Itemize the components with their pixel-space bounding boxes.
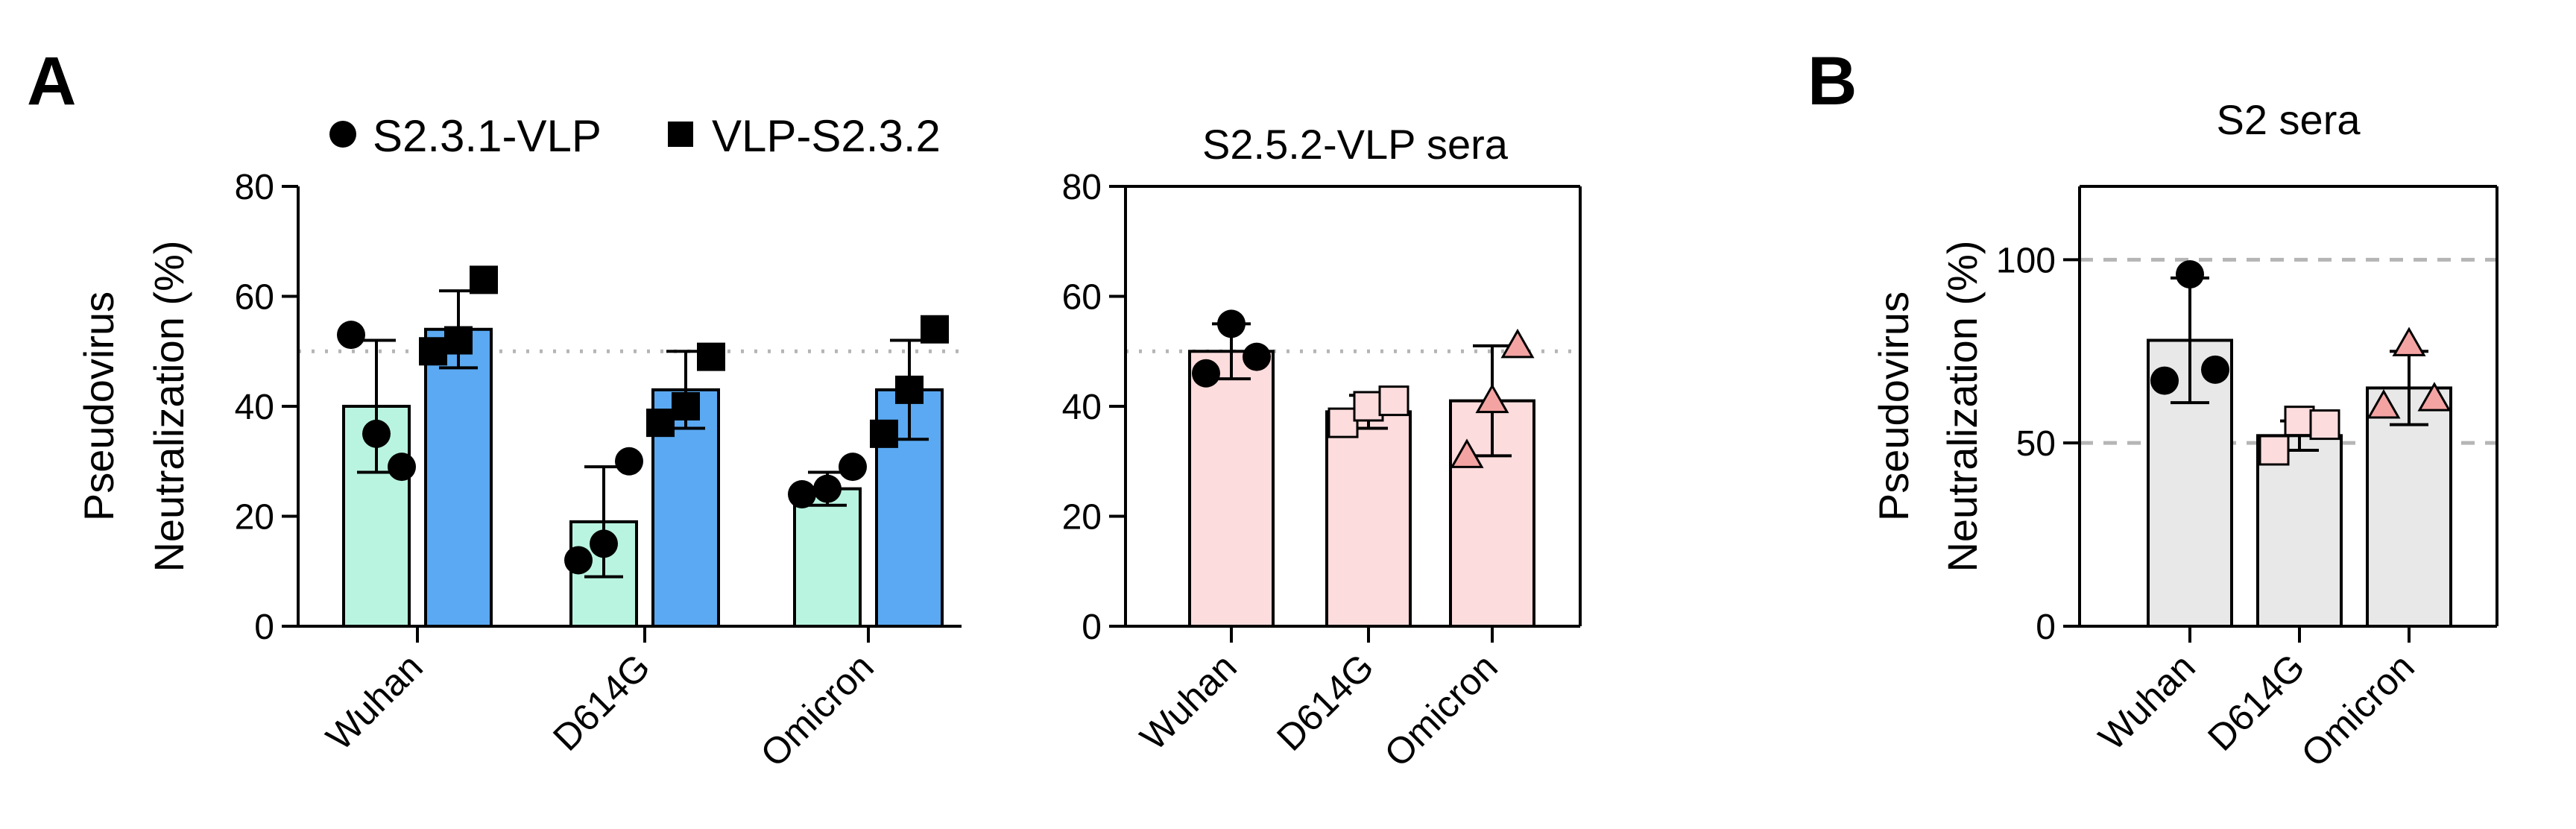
data-point [615,447,643,476]
y-tick-label: 40 [1062,388,1102,427]
legend-square-marker [668,122,693,147]
x-tick-label: Wuhan [1132,646,1245,758]
data-point [2201,355,2229,384]
data-point [362,419,391,448]
y-tick-label: 60 [1062,278,1102,318]
data-point [419,337,447,366]
legend: S2.3.1-VLP VLP-S2.3.2 [329,111,941,161]
bar [1325,410,1412,628]
data-point [2392,327,2426,356]
data-point [337,321,365,350]
y-tick-label: 100 [1996,241,2056,280]
data-point [1353,391,1384,422]
data-point [2417,382,2452,412]
y-tick-label: 80 [1062,168,1102,207]
panel-a-label: A [27,43,76,119]
data-point [1192,359,1220,388]
bar [1188,350,1275,628]
data-point [564,546,593,575]
y-tick-label: 0 [2036,608,2056,647]
legend-circle-marker [329,121,356,148]
data-point [444,326,473,355]
data-point [1243,342,1271,371]
x-tick-label: Omicron [753,646,882,775]
y-tick-label: 40 [235,388,274,427]
data-point [788,480,816,508]
data-point [590,529,618,558]
x-tick-label: Omicron [1377,646,1506,775]
x-tick-label: D614G [1269,646,1382,759]
data-point [1328,407,1359,438]
data-point [1450,438,1484,468]
data-point [895,375,924,404]
data-point [2284,406,2315,437]
y-axis-title-line1: Pseudovirus [1870,291,1917,521]
y-tick-label: 0 [1082,608,1102,647]
y-tick-label: 0 [254,608,274,647]
data-point [1500,328,1535,359]
data-point [697,342,725,371]
data-point [2367,389,2401,419]
data-point [646,409,675,438]
data-point [921,315,949,344]
data-point [1475,383,1509,414]
chart-title: S2.5.2-VLP sera [1202,121,1509,168]
y-axis-title-line2: Neutralization (%) [145,240,192,572]
data-point [1217,309,1246,338]
data-point [2176,260,2204,289]
legend-label-s231: S2.3.1-VLP [373,111,602,161]
y-axis-title-line1: Pseudovirus [75,291,122,521]
x-tick-label: D614G [545,646,658,759]
chart-title: S2 sera [2217,96,2361,143]
data-point [388,453,416,482]
chart-panel-a-left: 0 20 40 60 80 Wuhan D614G Omicron Pseudovirus Neu… [75,168,962,775]
data-point [2258,435,2290,466]
x-tick-label: Wuhan [318,646,431,758]
y-tick-label: 60 [235,278,274,318]
data-point [2150,366,2179,395]
bar [424,327,493,628]
data-point [813,474,842,503]
data-point [2309,409,2340,441]
x-tick-label: Wuhan [2091,646,2203,758]
legend-label-s232: VLP-S2.3.2 [712,111,941,161]
data-point [839,453,867,482]
data-point [470,265,498,294]
y-tick-label: 80 [235,168,274,207]
y-tick-label: 50 [2016,424,2056,464]
bar [793,487,862,628]
data-point [1378,385,1409,417]
y-axis-title-line2: Neutralization (%) [1939,240,1986,572]
x-tick-label: Omicron [2294,646,2422,775]
data-point [870,419,898,448]
panel-b-label: B [1808,43,1857,119]
data-point [672,392,700,420]
y-tick-label: 20 [1062,498,1102,538]
y-tick-label: 20 [235,498,274,538]
